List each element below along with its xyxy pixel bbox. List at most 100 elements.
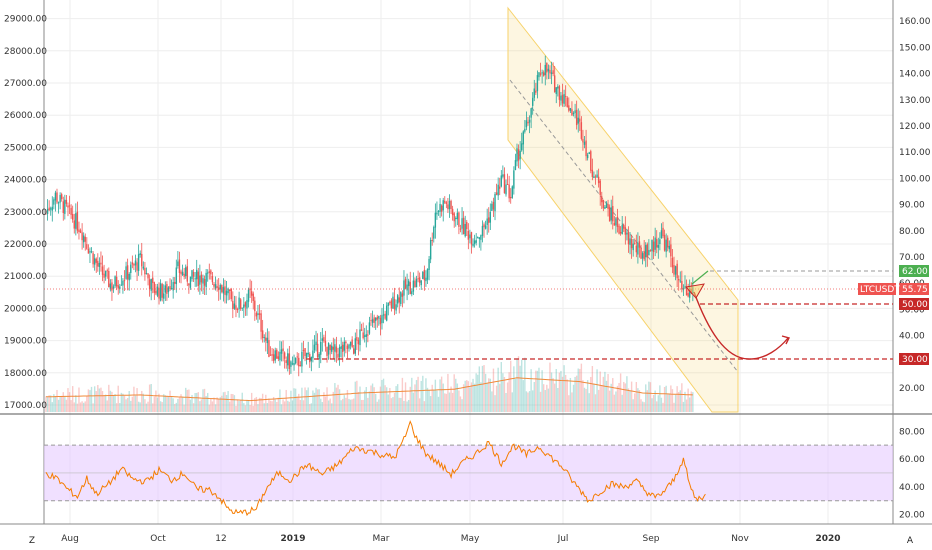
volume-bar — [602, 376, 605, 412]
time-axis-tick: Oct — [150, 534, 166, 544]
volume-bar — [604, 371, 606, 412]
volume-bar — [356, 380, 358, 412]
candle-body — [626, 232, 628, 235]
volume-bar — [342, 398, 344, 412]
volume-bar — [519, 365, 521, 412]
zoom-toggle[interactable]: Z — [29, 536, 35, 546]
candle-body — [486, 218, 488, 225]
right-axis-tick: 50.00 — [899, 305, 925, 315]
candle-body — [93, 258, 96, 265]
candle-body — [422, 271, 424, 279]
volume-bar — [525, 391, 528, 412]
volume-bar — [62, 392, 64, 412]
volume-bar — [280, 404, 283, 412]
volume-bar — [475, 373, 477, 412]
candle-body — [538, 72, 540, 78]
volume-bar — [667, 394, 669, 412]
volume-bar — [513, 366, 515, 412]
candle-body — [483, 224, 485, 228]
candle-body — [221, 285, 223, 292]
candle-body — [145, 273, 148, 275]
price-tag-bg — [899, 298, 929, 310]
candle-body — [266, 337, 269, 344]
volume-bar — [298, 393, 300, 412]
volume-bar — [580, 363, 583, 412]
volume-bar — [439, 379, 441, 412]
candle-body — [407, 280, 410, 287]
price-tag-label: 55.75 — [902, 285, 928, 295]
left-axis-tick: 23000.00 — [4, 208, 47, 218]
candle-body — [272, 354, 275, 361]
volume-bar — [122, 393, 124, 412]
volume-bar — [354, 381, 356, 412]
candle-body — [87, 248, 90, 254]
candle-body — [203, 279, 206, 286]
candle-body — [390, 300, 393, 309]
candle-body — [343, 341, 345, 351]
volume-bar — [86, 396, 88, 412]
volume-bar — [345, 397, 347, 412]
candle-body — [268, 340, 270, 357]
candle-body — [45, 211, 47, 213]
volume-bar — [586, 380, 589, 412]
volume-bar — [506, 382, 509, 412]
candle-body — [360, 329, 363, 331]
candle-body — [318, 354, 320, 360]
candle-body — [593, 176, 595, 179]
left-axis-tick: 21000.00 — [4, 272, 47, 282]
volume-bar — [530, 369, 532, 412]
volume-bar — [502, 373, 504, 412]
candle-body — [401, 293, 404, 297]
volume-bar — [120, 392, 123, 412]
volume-bar — [533, 382, 535, 412]
candle-body — [370, 320, 372, 322]
candle-body — [464, 223, 466, 237]
volume-bar — [503, 376, 506, 412]
volume-bar — [395, 386, 397, 412]
volume-bar — [130, 400, 132, 412]
volume-bar — [654, 390, 656, 412]
volume-bar — [126, 397, 129, 412]
candle-body — [153, 282, 156, 293]
volume-bar — [302, 400, 305, 412]
volume-bar — [590, 376, 592, 412]
volume-bar — [665, 385, 667, 412]
volume-bar — [268, 398, 270, 412]
left-axis-tick: 24000.00 — [4, 176, 47, 186]
candle-body — [597, 176, 600, 184]
volume-bar — [484, 373, 487, 412]
volume-bar — [175, 402, 178, 412]
candle-body — [101, 266, 104, 275]
volume-bar — [348, 398, 350, 412]
volume-bar — [170, 396, 173, 412]
candle-body — [296, 356, 298, 358]
candle-body — [516, 148, 518, 162]
volume-bar — [494, 395, 496, 412]
volume-bar — [155, 390, 157, 412]
volume-bar — [434, 379, 437, 412]
right-axis-tick: 100.00 — [899, 174, 931, 184]
candle-body — [503, 174, 506, 194]
volume-bar — [362, 399, 364, 412]
volume-bar — [659, 385, 661, 412]
volume-bar — [593, 383, 595, 412]
candle-body — [629, 238, 631, 245]
volume-bar — [390, 398, 393, 412]
volume-bar — [260, 398, 262, 412]
volume-bar — [550, 372, 553, 412]
candle-body — [513, 170, 515, 189]
candle-body — [125, 266, 127, 279]
volume-bar — [103, 395, 105, 412]
candle-body — [406, 284, 408, 291]
candle-body — [676, 263, 678, 279]
volume-bar — [145, 403, 148, 412]
price-tag-label: 62.00 — [902, 267, 928, 277]
candle-body — [572, 112, 575, 114]
auto-scale-toggle[interactable]: A — [907, 536, 914, 546]
left-axis-tick: 19000.00 — [4, 337, 47, 347]
candle-body — [119, 286, 121, 289]
volume-bar — [425, 378, 427, 412]
candle-body — [420, 280, 422, 286]
volume-bar — [279, 389, 281, 412]
